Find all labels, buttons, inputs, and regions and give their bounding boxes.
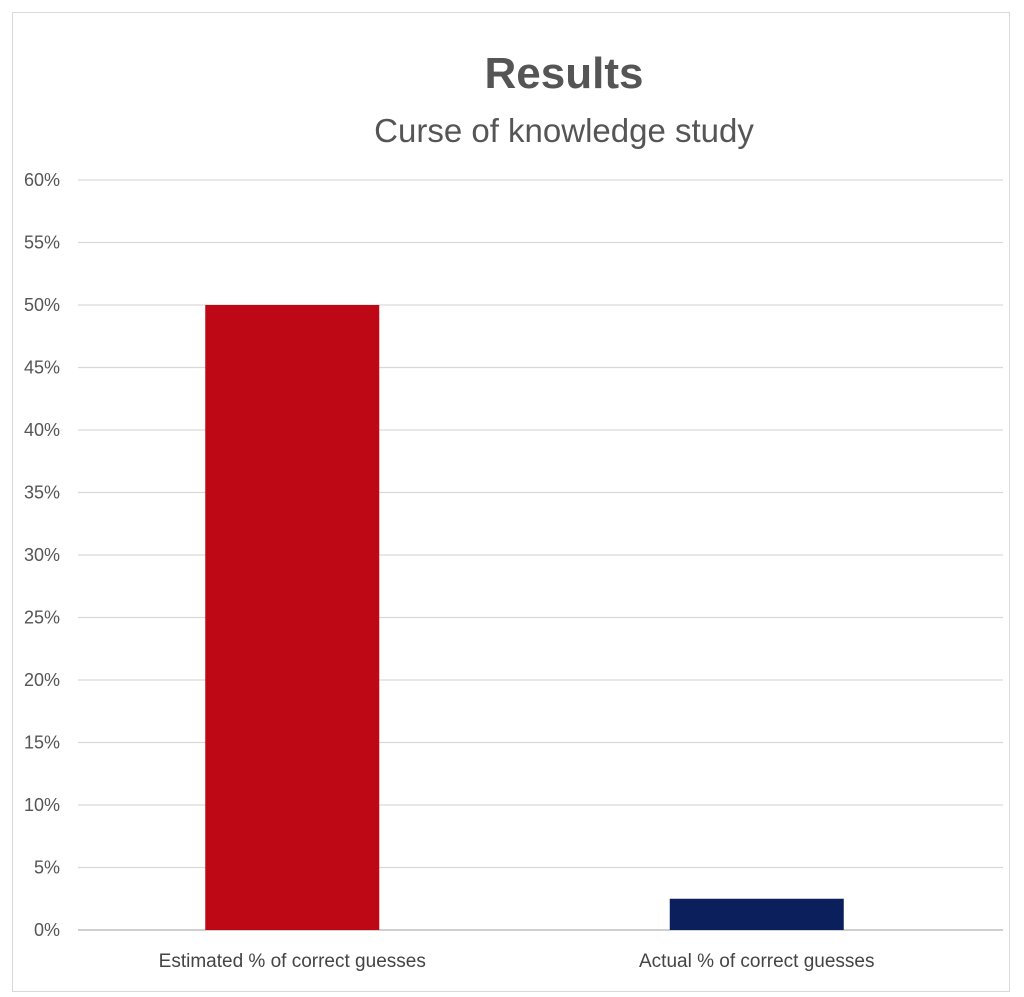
bar bbox=[669, 898, 844, 930]
y-tick-label: 10% bbox=[24, 795, 60, 815]
chart-frame bbox=[12, 12, 1010, 992]
y-tick-label: 40% bbox=[24, 420, 60, 440]
chart-subtitle: Curse of knowledge study bbox=[374, 112, 754, 149]
bar bbox=[205, 305, 380, 930]
x-category-label: Actual % of correct guesses bbox=[639, 951, 875, 972]
y-tick-label: 50% bbox=[24, 295, 60, 315]
chart-title: Results bbox=[485, 49, 644, 98]
y-tick-label: 45% bbox=[24, 358, 60, 378]
bars bbox=[205, 305, 844, 930]
y-tick-label: 20% bbox=[24, 670, 60, 690]
y-tick-label: 5% bbox=[34, 858, 60, 878]
y-axis-ticks: 0% 5% 10% 15% 20% 25% 30% 35% 40% 45% 50% 55% 60% bbox=[24, 170, 60, 940]
x-category-label: Estimated % of correct guesses bbox=[159, 951, 426, 972]
y-tick-label: 60% bbox=[24, 170, 60, 190]
y-tick-label: 25% bbox=[24, 608, 60, 628]
y-tick-label: 15% bbox=[24, 733, 60, 753]
y-tick-label: 0% bbox=[34, 920, 60, 940]
y-tick-label: 30% bbox=[24, 545, 60, 565]
y-tick-label: 35% bbox=[24, 483, 60, 503]
y-tick-label: 55% bbox=[24, 233, 60, 253]
x-axis-labels: Estimated % of correct guesses Actual % o… bbox=[159, 951, 875, 972]
